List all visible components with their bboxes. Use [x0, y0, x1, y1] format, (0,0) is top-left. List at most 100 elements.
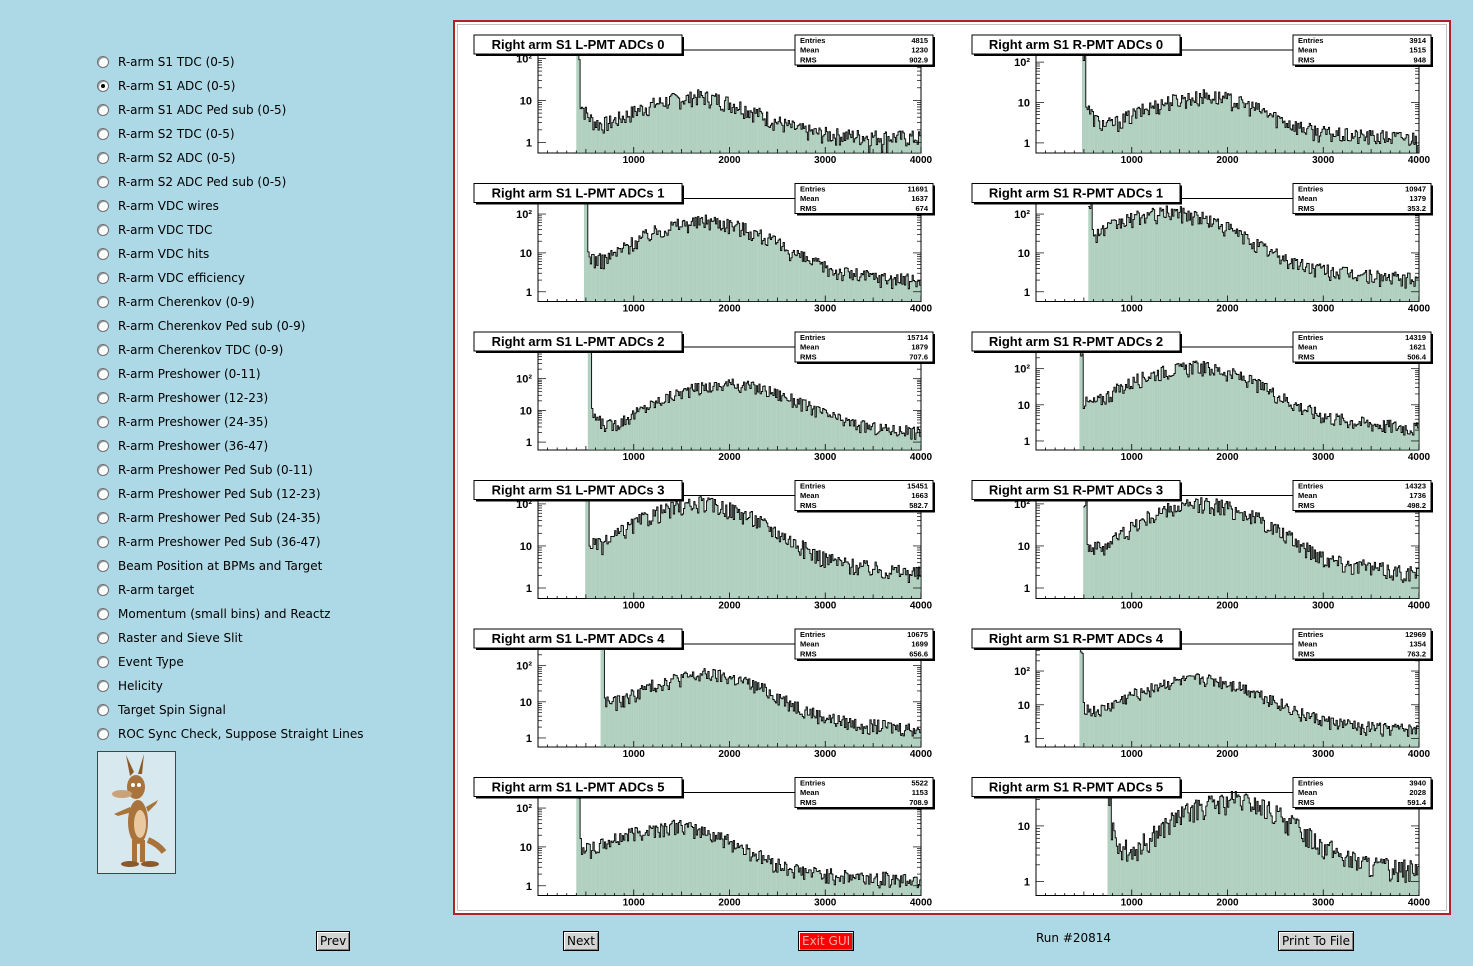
option-r-arm-s1-adc-ped-sub-0-5[interactable]: R-arm S1 ADC Ped sub (0-5) — [97, 102, 286, 118]
histogram-bar — [803, 252, 805, 302]
histogram-bar — [890, 884, 892, 896]
histogram-bar — [798, 872, 800, 896]
histogram-bar — [665, 97, 667, 153]
stats-label: RMS — [1298, 204, 1315, 213]
histogram-bar — [914, 576, 916, 599]
histogram-bar — [1224, 230, 1227, 302]
radio-button[interactable] — [97, 680, 109, 692]
histogram-bar — [1356, 730, 1358, 747]
histogram-bar — [1379, 563, 1381, 599]
option-r-arm-s2-adc-0-5[interactable]: R-arm S2 ADC (0-5) — [97, 150, 235, 166]
next-button[interactable]: Next — [563, 931, 599, 951]
histogram-bar — [1147, 212, 1149, 302]
histogram-bar — [1199, 684, 1201, 747]
radio-button[interactable] — [97, 128, 109, 140]
radio-button[interactable] — [97, 152, 109, 164]
radio-button[interactable] — [97, 320, 109, 332]
radio-button[interactable] — [97, 656, 109, 668]
radio-button[interactable] — [97, 176, 109, 188]
prev-button[interactable]: Prev — [316, 931, 351, 951]
radio-button[interactable] — [97, 704, 109, 716]
radio-button[interactable] — [97, 440, 109, 452]
option-raster-and-sieve-slit[interactable]: Raster and Sieve Slit — [97, 630, 243, 646]
radio-button[interactable] — [97, 80, 109, 92]
histogram-bar — [1098, 714, 1100, 747]
histogram-bar — [1365, 570, 1367, 599]
y-tick-label: 1 — [1024, 436, 1030, 448]
option-r-arm-cherenkov-0-9[interactable]: R-arm Cherenkov (0-9) — [97, 294, 255, 310]
radio-button[interactable] — [97, 536, 109, 548]
radio-button[interactable] — [97, 632, 109, 644]
radio-button[interactable] — [97, 416, 109, 428]
option-beam-position-at-bpms-and-target[interactable]: Beam Position at BPMs and Target — [97, 558, 322, 574]
histogram-bar — [599, 122, 601, 153]
option-event-type[interactable]: Event Type — [97, 654, 184, 670]
exit-gui-button[interactable]: Exit GUI — [798, 931, 855, 951]
histogram-bar — [1154, 519, 1157, 599]
histogram-bar — [1127, 379, 1130, 450]
print-to-file-button[interactable]: Print To File — [1278, 931, 1354, 951]
option-r-arm-vdc-hits[interactable]: R-arm VDC hits — [97, 246, 209, 262]
option-r-arm-target[interactable]: R-arm target — [97, 582, 194, 598]
option-r-arm-preshower-0-11[interactable]: R-arm Preshower (0-11) — [97, 366, 261, 382]
option-r-arm-preshower-ped-sub-0-11[interactable]: R-arm Preshower Ped Sub (0-11) — [97, 462, 313, 478]
histogram-bar — [753, 230, 756, 302]
option-momentum-small-bins-and-reactz[interactable]: Momentum (small bins) and Reactz — [97, 606, 330, 622]
histogram-bar — [1200, 497, 1202, 599]
radio-button[interactable] — [97, 344, 109, 356]
histogram-bar — [815, 563, 817, 599]
option-r-arm-preshower-12-23[interactable]: R-arm Preshower (12-23) — [97, 390, 268, 406]
option-roc-sync-check-suppose-straight-lines[interactable]: ROC Sync Check, Suppose Straight Lines — [97, 726, 363, 742]
histogram-bar — [896, 725, 899, 747]
radio-button[interactable] — [97, 392, 109, 404]
histogram-bar — [1342, 418, 1344, 450]
radio-button[interactable] — [97, 464, 109, 476]
histogram-bar — [651, 401, 653, 450]
histogram-bar — [797, 702, 799, 747]
option-r-arm-preshower-36-47[interactable]: R-arm Preshower (36-47) — [97, 438, 268, 454]
option-r-arm-preshower-ped-sub-12-23[interactable]: R-arm Preshower Ped Sub (12-23) — [97, 486, 321, 502]
radio-button[interactable] — [97, 272, 109, 284]
option-r-arm-vdc-efficiency[interactable]: R-arm VDC efficiency — [97, 270, 245, 286]
option-r-arm-s1-tdc-0-5[interactable]: R-arm S1 TDC (0-5) — [97, 54, 235, 70]
radio-button[interactable] — [97, 608, 109, 620]
histogram-bar — [1396, 727, 1398, 747]
radio-button[interactable] — [97, 728, 109, 740]
radio-button[interactable] — [97, 584, 109, 596]
radio-button[interactable] — [97, 488, 109, 500]
option-r-arm-cherenkov-tdc-0-9[interactable]: R-arm Cherenkov TDC (0-9) — [97, 342, 283, 358]
histogram-bar — [1276, 248, 1278, 302]
option-r-arm-s2-adc-ped-sub-0-5[interactable]: R-arm S2 ADC Ped sub (0-5) — [97, 174, 286, 190]
radio-button[interactable] — [97, 296, 109, 308]
histogram-bar — [835, 418, 837, 450]
histogram-bar — [1170, 506, 1172, 599]
histogram-bar — [1313, 140, 1315, 153]
radio-button[interactable] — [97, 248, 109, 260]
radio-button[interactable] — [97, 512, 109, 524]
option-r-arm-preshower-24-35[interactable]: R-arm Preshower (24-35) — [97, 414, 268, 430]
option-helicity[interactable]: Helicity — [97, 678, 163, 694]
option-r-arm-vdc-tdc[interactable]: R-arm VDC TDC — [97, 222, 212, 238]
option-r-arm-cherenkov-ped-sub-0-9[interactable]: R-arm Cherenkov Ped sub (0-9) — [97, 318, 305, 334]
option-target-spin-signal[interactable]: Target Spin Signal — [97, 702, 226, 718]
radio-button[interactable] — [97, 224, 109, 236]
stats-frame — [1292, 628, 1432, 660]
histogram-bar — [693, 225, 696, 302]
option-r-arm-s1-adc-0-5[interactable]: R-arm S1 ADC (0-5) — [97, 78, 235, 94]
histogram-bar — [873, 279, 876, 302]
option-r-arm-preshower-ped-sub-24-35[interactable]: R-arm Preshower Ped Sub (24-35) — [97, 510, 321, 526]
histogram-bar — [834, 138, 836, 153]
radio-button[interactable] — [97, 200, 109, 212]
histogram-bar — [841, 565, 844, 599]
option-r-arm-preshower-ped-sub-36-47[interactable]: R-arm Preshower Ped Sub (36-47) — [97, 534, 321, 550]
radio-button[interactable] — [97, 56, 109, 68]
radio-button[interactable] — [97, 104, 109, 116]
histogram-bar — [806, 548, 808, 599]
option-r-arm-vdc-wires[interactable]: R-arm VDC wires — [97, 198, 219, 214]
histogram-bar — [1307, 713, 1310, 747]
option-r-arm-s2-tdc-0-5[interactable]: R-arm S2 TDC (0-5) — [97, 126, 235, 142]
radio-button[interactable] — [97, 368, 109, 380]
radio-button[interactable] — [97, 560, 109, 572]
histogram-bar — [1365, 735, 1367, 747]
histogram-bar — [804, 126, 807, 153]
